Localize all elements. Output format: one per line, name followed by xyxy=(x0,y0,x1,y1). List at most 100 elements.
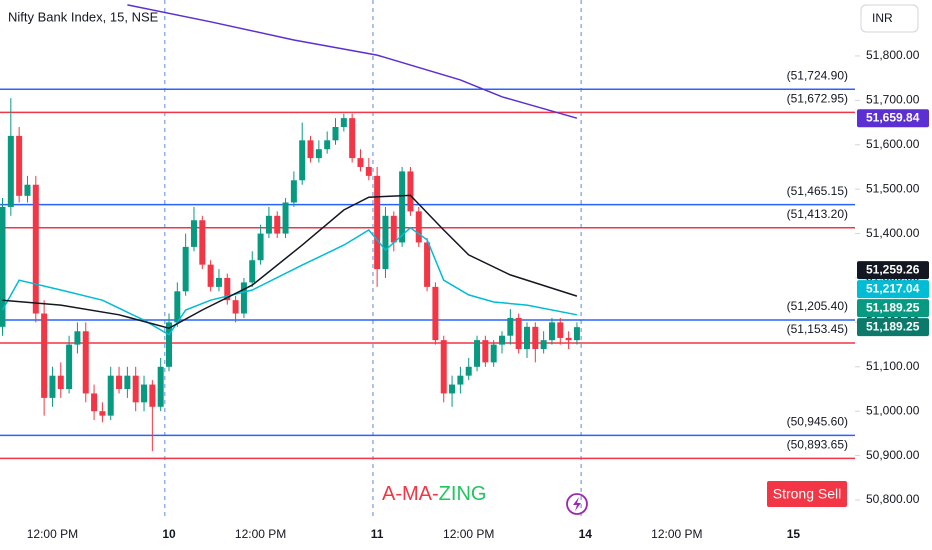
candle-body xyxy=(457,375,464,385)
candle-body xyxy=(16,135,23,196)
y-tick-label: 50,900.00 xyxy=(866,448,920,462)
candle-body xyxy=(91,393,98,412)
candle-body xyxy=(490,344,497,363)
candle-body xyxy=(465,366,472,376)
banner-part: A-MA- xyxy=(382,483,439,505)
candle-body xyxy=(548,322,555,341)
price-badge xyxy=(857,299,929,318)
price-badge-label: 51,217.04 xyxy=(866,281,920,295)
y-tick-label: 51,400.00 xyxy=(866,226,920,240)
candle-body xyxy=(232,300,239,314)
y-tick-label: 51,000.00 xyxy=(866,403,920,417)
ma-line xyxy=(2,194,578,330)
price-badge-label: 51,659.84 xyxy=(866,110,920,124)
currency: INR xyxy=(872,11,893,25)
candle-body xyxy=(532,326,539,350)
candle-body xyxy=(365,166,372,176)
candle-body xyxy=(290,180,297,203)
level-label: (51,465.15) xyxy=(787,184,848,198)
level-label: (51,205.40) xyxy=(787,299,848,313)
candle-body xyxy=(7,135,14,207)
candle-body xyxy=(0,206,6,327)
level-label: (50,945.60) xyxy=(787,415,848,429)
price-badge xyxy=(857,109,929,128)
y-tick-label: 51,800.00 xyxy=(866,48,920,62)
banner-part: ZING xyxy=(439,483,487,505)
ma-line xyxy=(1,226,578,336)
candle-body xyxy=(440,340,447,394)
signal-label: Strong Sell xyxy=(773,486,841,502)
candle-body xyxy=(182,246,189,292)
candle-body xyxy=(199,220,206,265)
candle-body xyxy=(332,127,339,141)
candle-body xyxy=(557,322,564,338)
candle-body xyxy=(132,375,139,403)
candle-body xyxy=(141,384,148,403)
candle-body xyxy=(482,340,489,363)
candle-body xyxy=(124,375,131,390)
ma-line xyxy=(127,4,578,119)
candle-body xyxy=(49,375,56,398)
candle-body xyxy=(499,335,506,345)
x-tick-label: 12:00 PM xyxy=(235,527,286,541)
candle-body xyxy=(357,158,364,167)
x-tick-label: 15 xyxy=(787,527,801,541)
level-label: (51,672.95) xyxy=(787,92,848,106)
y-tick-label: 51,700.00 xyxy=(866,93,920,107)
candle-body xyxy=(449,384,456,394)
candle-body xyxy=(224,277,231,301)
x-tick-label: 14 xyxy=(579,527,593,541)
signal-button[interactable] xyxy=(767,481,847,507)
y-tick-label: 51,600.00 xyxy=(866,137,920,151)
price-badge-label: 51,189.25 xyxy=(866,319,920,333)
candle-body xyxy=(157,366,164,407)
price-badge xyxy=(857,280,929,299)
candle-body xyxy=(315,149,322,159)
candle-body xyxy=(349,118,356,159)
candle-body xyxy=(540,340,547,350)
chart-title: Nifty Bank Index, 15, NSE xyxy=(8,9,159,24)
candle-body xyxy=(174,291,181,323)
x-tick-label: 12:00 PM xyxy=(27,527,78,541)
candle-body xyxy=(257,233,264,261)
candle-body xyxy=(399,171,406,243)
candle-body xyxy=(32,184,39,314)
candle-body xyxy=(573,327,580,341)
candle-body xyxy=(340,118,347,128)
x-tick-label: 12:00 PM xyxy=(443,527,494,541)
candle-body xyxy=(382,215,389,270)
candle-body xyxy=(565,337,572,341)
candle-body xyxy=(82,331,89,394)
y-tick-label: 50,800.00 xyxy=(866,492,920,506)
currency-box[interactable] xyxy=(860,4,919,33)
candle-body xyxy=(41,313,48,398)
price-badge-label: 51,259.26 xyxy=(866,262,920,276)
candle-body xyxy=(66,344,73,390)
level-label: (51,413.20) xyxy=(787,207,848,221)
candle-body xyxy=(215,277,222,287)
candle-body xyxy=(107,375,114,416)
candle-body xyxy=(116,375,123,390)
lightning-icon[interactable] xyxy=(566,493,588,515)
candle-body xyxy=(507,317,514,336)
price-badge xyxy=(857,318,929,337)
candle-body xyxy=(515,317,522,350)
candle-body xyxy=(249,260,256,283)
y-tick-label: 51,500.00 xyxy=(866,181,920,195)
level-label: (50,893.65) xyxy=(787,438,848,452)
candle-body xyxy=(424,242,431,287)
x-tick-label: 10 xyxy=(162,527,176,541)
candle-body xyxy=(24,184,31,196)
candle-body xyxy=(432,286,439,341)
plot-area: 50,800.00 50,900.00 51,000.00 51,100.00 51,2… xyxy=(0,0,920,541)
candle-body xyxy=(240,282,247,314)
candle-body xyxy=(474,340,481,367)
y-tick-label: 51,100.00 xyxy=(866,359,920,373)
candle-body xyxy=(282,202,289,234)
candle-body xyxy=(274,215,281,234)
price-badge xyxy=(857,261,929,280)
candle-body xyxy=(265,215,272,234)
x-tick-label: 12:00 PM xyxy=(651,527,702,541)
candle-body xyxy=(374,175,381,270)
